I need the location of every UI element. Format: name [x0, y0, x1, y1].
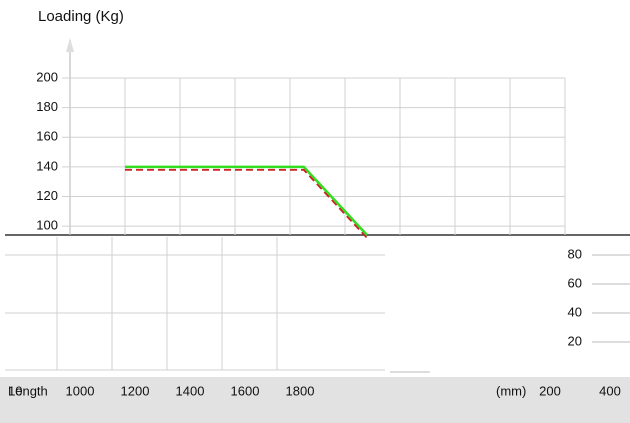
y2-tick-label: 20 [568, 333, 582, 348]
y-tick-label: 120 [36, 188, 58, 203]
y2-tick-label: 80 [568, 246, 582, 261]
x-unit: (mm) [496, 383, 526, 398]
y-axis-label: Loading (Kg) [38, 8, 124, 25]
y2-tick-label: 40 [568, 304, 582, 319]
x-tick-label: 1200 [121, 383, 150, 398]
x-tick-label: 1800 [286, 383, 315, 398]
series-line [125, 168, 368, 239]
y-tick-label: 100 [36, 218, 58, 233]
x-tick-label: 1000 [66, 383, 95, 398]
y2-tick-label: 60 [568, 275, 582, 290]
x-tick-label: 1600 [231, 383, 260, 398]
y-tick-label: 180 [36, 99, 58, 114]
x-axis-label: Length [8, 383, 48, 398]
annotation: 10 [8, 383, 22, 398]
series-line [125, 165, 368, 236]
y-tick-label: 140 [36, 158, 58, 173]
x-tick-label: 200 [539, 383, 561, 398]
y-tick-label: 160 [36, 129, 58, 144]
footer-band [0, 377, 630, 423]
x-tick-label: 400 [599, 383, 621, 398]
y-axis-arrow [66, 38, 74, 52]
y-tick-label: 200 [36, 69, 58, 84]
x-tick-label: 1400 [176, 383, 205, 398]
